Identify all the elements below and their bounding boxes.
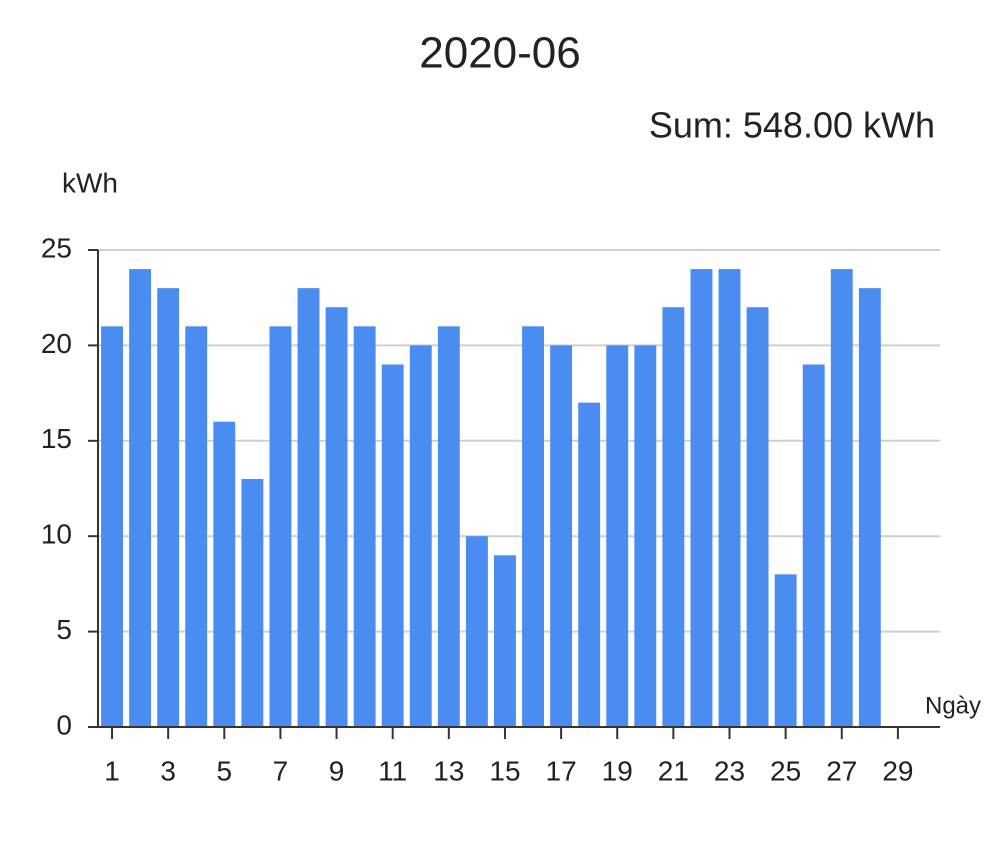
bar: [297, 288, 320, 727]
x-tick-label: 15: [489, 755, 520, 786]
bar: [101, 326, 123, 727]
x-tick-label: 5: [217, 755, 233, 786]
x-axis-label: Ngày: [925, 692, 981, 719]
x-tick-label: 21: [658, 755, 689, 786]
bar: [858, 288, 881, 727]
y-tick-label: 25: [41, 232, 72, 263]
x-tick-label: 29: [882, 755, 913, 786]
y-tick-label: 15: [41, 423, 72, 454]
bar: [802, 364, 825, 727]
bar: [129, 269, 152, 727]
bar: [634, 345, 657, 727]
x-tick-label: 27: [826, 755, 857, 786]
y-tick-label: 0: [56, 709, 72, 740]
bar: [465, 536, 488, 727]
bar: [325, 307, 348, 727]
y-tick-label: 5: [56, 614, 72, 645]
bar: [381, 364, 404, 727]
bar: [241, 478, 264, 727]
chart-title: 2020-06: [419, 29, 580, 78]
bar: [746, 307, 769, 727]
bar: [269, 326, 292, 727]
x-tick-label: 11: [378, 755, 407, 786]
x-tick-label: 7: [273, 755, 289, 786]
x-tick-label: 1: [104, 755, 120, 786]
bar: [185, 326, 208, 727]
bar: [522, 326, 544, 727]
y-tick-label: 10: [41, 519, 72, 550]
x-tick-label: 13: [433, 755, 464, 786]
y-tick-label: 20: [41, 328, 72, 359]
bar: [550, 345, 573, 727]
bar: [409, 345, 432, 727]
chart-subtitle: Sum: 548.00 kWh: [649, 105, 935, 146]
bar: [578, 402, 601, 727]
bar: [774, 574, 797, 727]
x-tick-label: 23: [714, 755, 745, 786]
bar: [662, 307, 685, 727]
x-tick-label: 19: [602, 755, 633, 786]
bar: [157, 288, 180, 727]
bar: [494, 555, 516, 727]
x-tick-label: 3: [160, 755, 176, 786]
bar: [606, 345, 629, 727]
bar: [830, 269, 853, 727]
bar: [690, 269, 713, 727]
x-tick-label: 9: [329, 755, 345, 786]
bar: [718, 269, 741, 727]
bar: [437, 326, 460, 727]
bar: [353, 326, 376, 727]
y-axis-label: kWh: [62, 167, 118, 198]
x-tick-label: 17: [546, 755, 577, 786]
x-tick-label: 25: [770, 755, 801, 786]
bar: [213, 421, 236, 727]
